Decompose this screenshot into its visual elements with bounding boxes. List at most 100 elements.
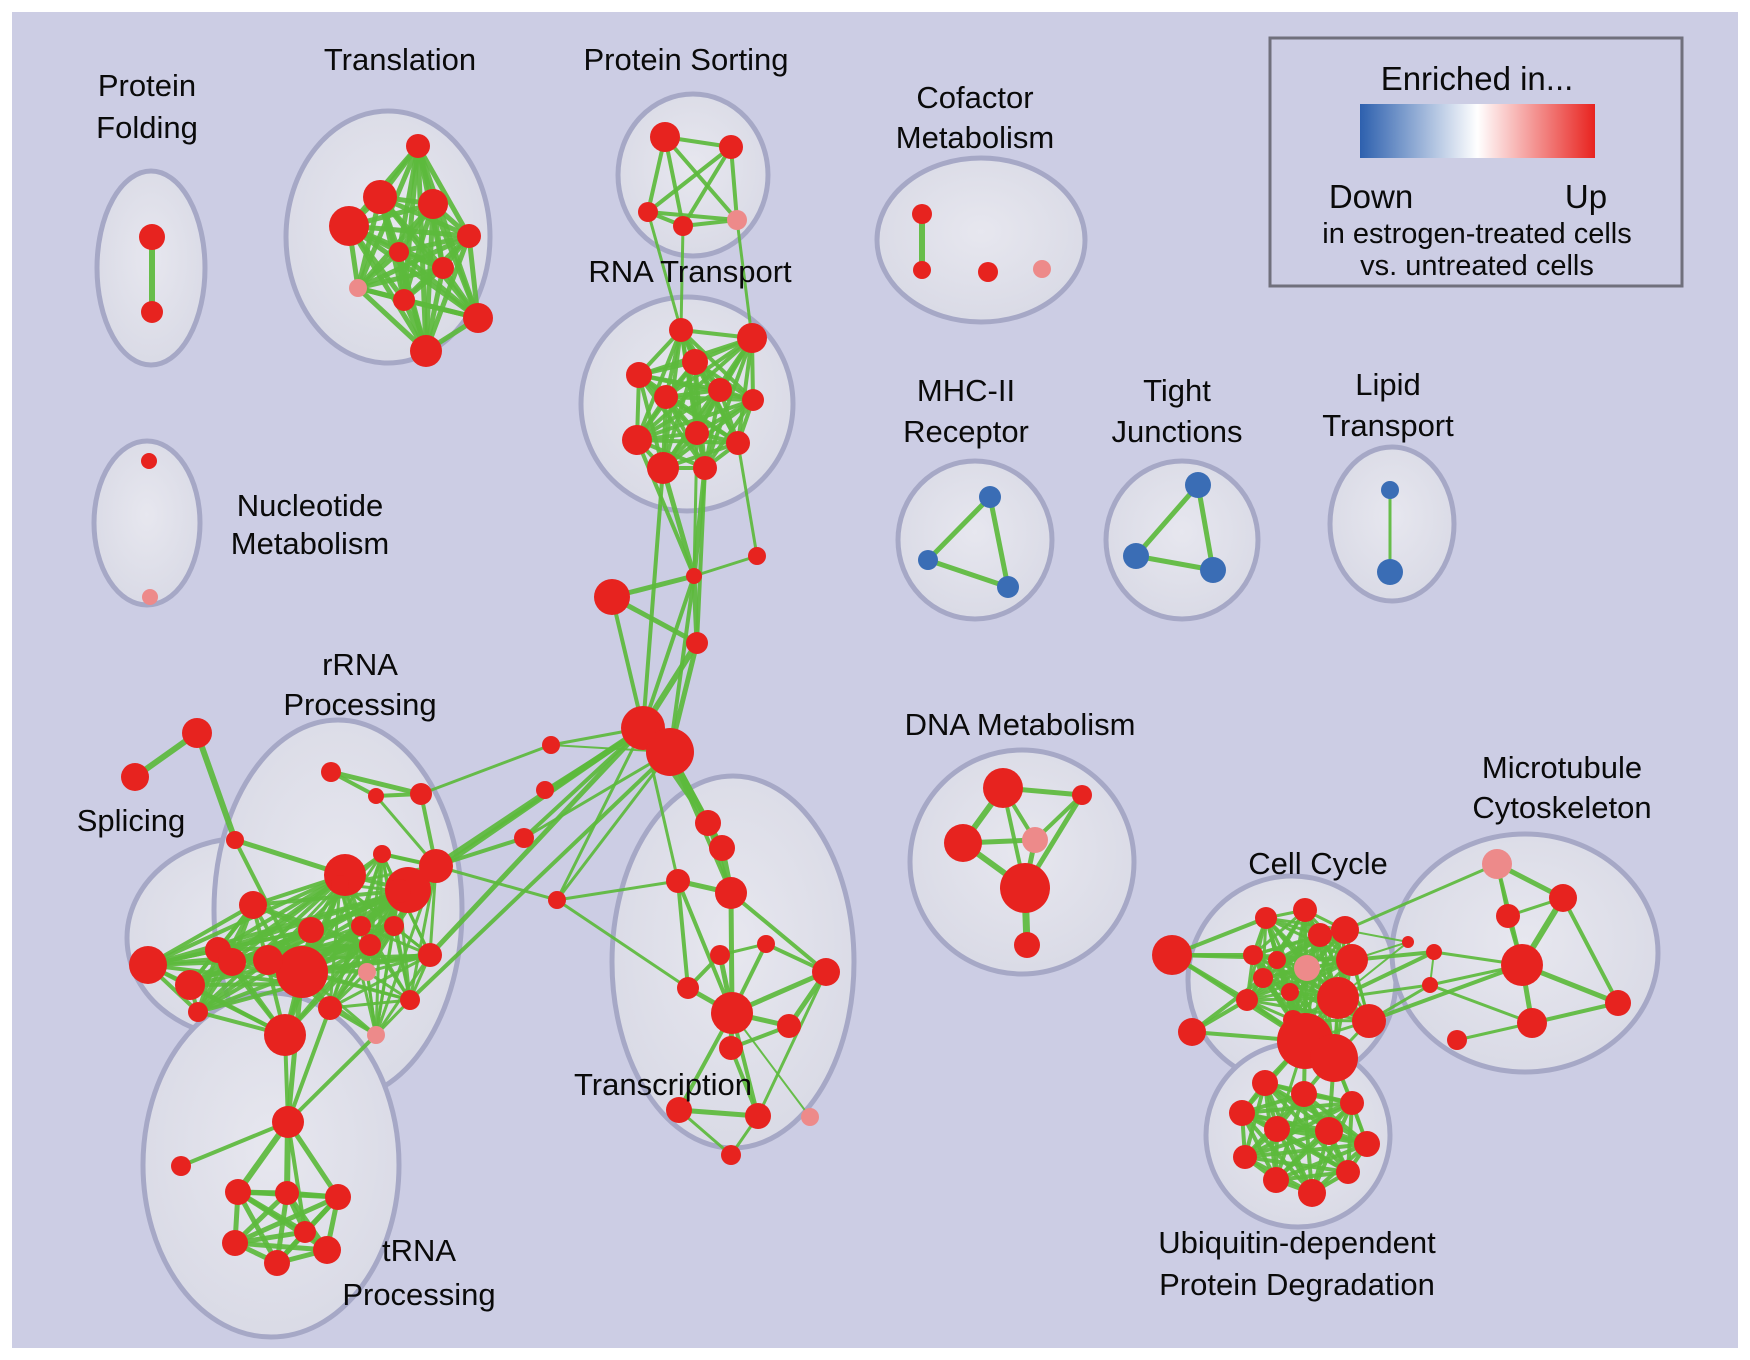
node-red: [646, 728, 694, 776]
node-red: [1255, 907, 1277, 929]
cluster-label-cofactor-metabolism: Cofactor: [916, 80, 1033, 115]
cluster-label-tight-junctions: Tight: [1143, 373, 1211, 408]
group-ellipse-nucleotide-metabolism: [91, 438, 203, 608]
node-red: [359, 934, 381, 956]
cluster-label-trna-processing: tRNA: [382, 1233, 456, 1268]
legend-title: Enriched in...: [1381, 60, 1574, 97]
node-red: [1501, 944, 1543, 986]
node-red: [666, 1097, 692, 1123]
edge: [646, 145, 733, 214]
edge: [286, 1006, 332, 1124]
edge: [408, 750, 672, 1002]
cluster-label-rna-transport: RNA Transport: [588, 254, 792, 289]
node-red: [711, 992, 753, 1034]
node-red: [463, 303, 493, 333]
node-red: [1317, 977, 1359, 1019]
node-red: [685, 421, 709, 445]
node-red: [978, 262, 998, 282]
node-red: [329, 206, 369, 246]
cluster-label-rrna-processing: Processing: [283, 687, 436, 722]
group-ellipse-cofactor-metabolism: [874, 155, 1088, 325]
node-blue: [918, 550, 938, 570]
nodes-layer: [121, 122, 1631, 1276]
edge: [1245, 998, 1371, 1023]
node-red: [745, 1103, 771, 1129]
node-red: [418, 189, 448, 219]
cluster-labels-layer: Protein Folding Translation Protein Sorting…: [77, 42, 1652, 1312]
legend-box: [1268, 36, 1684, 288]
node-red: [1605, 990, 1631, 1016]
cluster-label-protein-folding: Folding: [96, 110, 198, 145]
edge: [637, 373, 707, 470]
cluster-label-protein-sorting: Protein Sorting: [583, 42, 788, 77]
edge: [1367, 963, 1524, 1023]
node-red: [638, 202, 658, 222]
edge: [660, 465, 697, 579]
node-red: [1178, 1018, 1206, 1046]
group-ellipse-tight-junctions: [1103, 458, 1261, 622]
node-red: [983, 768, 1023, 808]
edge: [338, 882, 378, 1037]
node-red: [363, 180, 397, 214]
node-red: [1072, 785, 1092, 805]
node-red: [1152, 935, 1192, 975]
node-pink: [349, 279, 367, 297]
node-red: [139, 224, 165, 250]
edge: [676, 879, 690, 990]
node-red: [1233, 1145, 1257, 1169]
node-red: [275, 1181, 299, 1205]
cluster-label-lipid-transport: Transport: [1322, 408, 1454, 443]
edge: [663, 135, 739, 222]
edge: [346, 223, 429, 354]
node-red: [1000, 863, 1050, 913]
edge: [434, 864, 559, 902]
edge: [1243, 1129, 1331, 1159]
edge: [641, 574, 696, 730]
node-red: [387, 879, 411, 903]
edge: [987, 494, 1011, 590]
node-red: [708, 378, 732, 402]
node-red: [313, 1236, 341, 1264]
node-red: [719, 135, 743, 159]
edge: [328, 769, 424, 797]
node-red: [410, 783, 432, 805]
node-blue: [1123, 543, 1149, 569]
edge: [194, 730, 238, 843]
edge: [679, 328, 755, 402]
edge: [146, 903, 255, 967]
edge: [232, 1194, 341, 1246]
edge: [555, 898, 690, 990]
node-pink: [1294, 955, 1320, 981]
cluster-label-transcription: Transcription: [574, 1067, 752, 1102]
node-red: [1331, 916, 1359, 944]
node-red: [748, 547, 766, 565]
edge: [1240, 1101, 1354, 1115]
node-red: [182, 718, 212, 748]
edge: [635, 388, 722, 442]
node-red: [325, 1184, 351, 1210]
node-red: [1354, 1131, 1380, 1157]
node-red: [536, 781, 554, 799]
edge: [286, 1033, 378, 1124]
group-ellipse-mhc-ii-receptor: [895, 458, 1055, 622]
edge: [641, 466, 665, 730]
node-red: [321, 762, 341, 782]
node-red: [264, 1250, 290, 1276]
node-pink: [1022, 827, 1048, 853]
node-red: [695, 810, 721, 836]
edge: [1133, 553, 1216, 573]
node-red: [757, 935, 775, 953]
node-red: [673, 216, 693, 236]
node-red: [418, 943, 442, 967]
edge: [555, 750, 672, 902]
node-red: [654, 385, 678, 409]
node-pink: [367, 1026, 385, 1044]
node-red: [218, 948, 246, 976]
node-blue: [1381, 481, 1399, 499]
cluster-label-tight-junctions: Junctions: [1112, 414, 1243, 449]
node-red: [121, 763, 149, 791]
node-red: [351, 916, 371, 936]
node-red: [1263, 1167, 1289, 1193]
cluster-label-rrna-processing: rRNA: [322, 647, 398, 682]
